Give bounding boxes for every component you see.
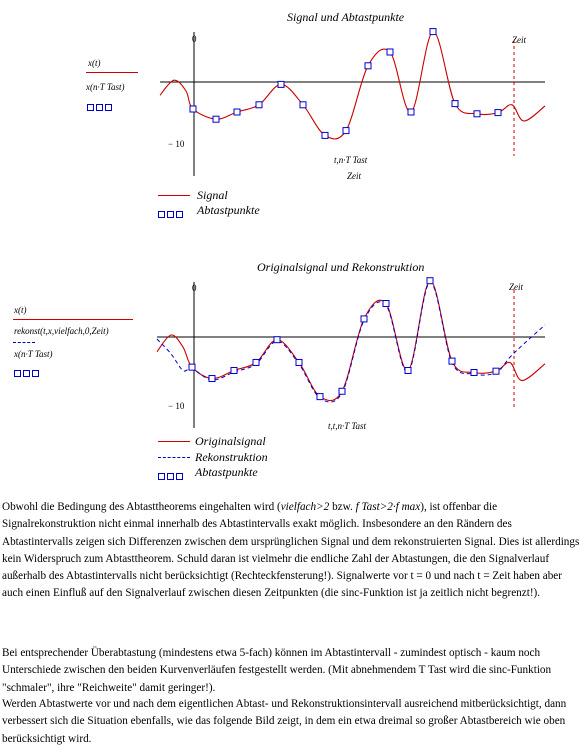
plot2-ylabel-signal: x(t) [14,305,27,315]
legend-original-label: Originalsignal [195,434,266,448]
plot2-sample-point [470,369,478,377]
paragraph-2: Bei entsprechender Überabtastung (mindes… [2,647,552,694]
plot1-signal-line [159,31,546,140]
legend-samples2-label: Abtastpunkte [195,465,258,479]
plot2-sample-point [295,358,303,366]
plot1-xlabel-zeit: Zeit [347,171,362,181]
plot2-ylabel-underline [13,319,133,320]
plot1-sample-point [321,131,329,139]
paragraph-1: Obwohl die Bedingung des Abtasttheorems … [2,501,580,600]
plot2-zeit-marker-label: Zeit [509,282,524,292]
plot1-sample-point [277,80,285,88]
plot1-sample-point [189,105,197,113]
plot1-sample-point [342,127,350,135]
plot1-sample-point [299,101,307,109]
plot1-sample-point [407,108,415,116]
plot2-ytick-0: 0 [192,283,197,293]
plot1-sample-point [494,109,502,117]
legend-rekon-label: Rekonstruktion [195,450,268,464]
plot1-title: Signal und Abtastpunkte [287,10,405,24]
plot2-sample-point [360,315,368,323]
plot2-title: Originalsignal und Rekonstruktion [257,260,425,274]
legend-signal-swatch [158,195,190,196]
legend-rekon-swatch [158,457,190,458]
plot1-ylabel-underline [86,72,138,73]
plot2-sample-point [252,358,260,366]
plot2-ylabel-samples: x(n·T Tast) [14,349,53,359]
plot2-sample-point [448,357,456,365]
plot2-sample-point [404,367,412,374]
plot2-sample-point [426,277,434,285]
legend-samples-swatch-icon [158,205,185,223]
plot2-ylabel-rekonst: rekonst(t,x,vielfach,0,Zeit) [14,326,109,336]
plot2-sample-point [338,387,346,395]
plot1-sample-point [212,115,220,123]
plot2-sample-point [208,375,216,383]
plot1-area [159,28,546,176]
plot1-ylabel-signal: x(t) [88,58,101,68]
plot2-xlabel: t,t,n·T Tast [328,421,367,431]
plot2-signal-line [156,280,546,402]
plot1-ytick-minus10: − 10 [168,139,185,149]
plot2-ylabel-dash [13,342,35,343]
plot1-sample-point [233,108,241,116]
plot1-sample-point [364,62,372,70]
plot2-sample-point [230,367,238,374]
plot2-sample-point [492,367,500,375]
plot1-sample-point [451,100,459,108]
legend-signal-label: Signal [197,188,228,202]
plot1-zeit-marker-label: Zeit [512,35,527,45]
plot1-ylabel-marker-icon [87,98,114,116]
plot2-sample-point [273,336,281,344]
plot1-sample-point [429,28,437,36]
plot2-sample-point [316,393,324,401]
plot2-sample-point [188,363,196,371]
plot2-sample-point [382,300,390,307]
paragraph-3: Werden Abtastwerte vor und nach dem eige… [2,698,567,745]
legend-original-swatch [158,441,190,442]
plot2-ylabel-marker-icon [14,364,41,382]
legend-samples-label: Abtastpunkte [197,203,260,217]
plot1-sample-point [255,101,263,109]
plot1-sample-point [473,110,481,118]
plot1-xlabel: t,n·T Tast [334,155,368,165]
plot1-ylabel-samples: x(n·T Tast) [86,82,125,92]
plot2-ytick-minus10: − 10 [168,401,185,411]
legend-samples2-swatch-icon [158,467,185,485]
plot2-reconstruction-line [156,281,546,403]
plot2-area [156,277,546,428]
plot1-sample-point [386,48,394,56]
